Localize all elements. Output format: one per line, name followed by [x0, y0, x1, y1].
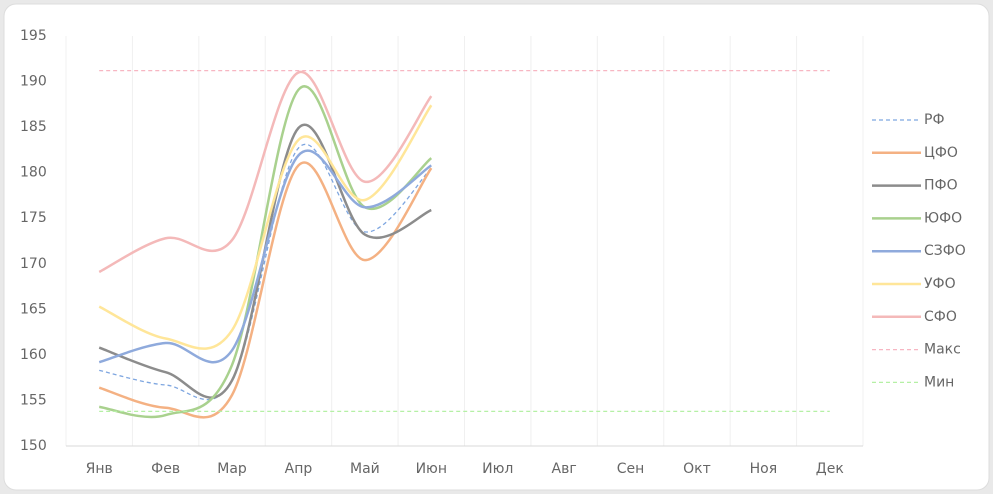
x-tick-label: Янв: [86, 461, 113, 477]
legend-label: СФО: [924, 309, 957, 325]
legend-label: СЗФО: [924, 243, 966, 259]
legend-label: ЦФО: [924, 145, 958, 161]
card: [3, 3, 990, 491]
legend-label: ПФО: [924, 178, 958, 194]
x-tick-label: Окт: [683, 461, 711, 477]
x-tick-label: Ноя: [750, 461, 778, 477]
y-tick-label: 155: [20, 392, 47, 408]
legend-label: Мин: [924, 374, 954, 390]
y-tick-label: 160: [20, 347, 47, 363]
y-tick-label: 180: [20, 165, 47, 181]
legend-label: УФО: [924, 276, 956, 292]
x-tick-label: Мар: [217, 461, 247, 477]
legend-label: ЮФО: [924, 210, 962, 226]
series-line: [98, 149, 433, 364]
y-tick-label: 190: [20, 74, 47, 90]
legend-label: РФ: [924, 112, 945, 128]
x-tick-label: Апр: [285, 461, 313, 477]
series-line: [98, 161, 433, 419]
y-tick-label: 170: [20, 256, 47, 272]
x-tick-label: Дек: [816, 461, 844, 477]
y-tick-label: 165: [20, 301, 47, 317]
x-tick-label: Май: [350, 461, 380, 477]
series-line: [98, 71, 433, 274]
y-tick-label: 175: [20, 210, 47, 226]
x-tick-label: Сен: [617, 461, 645, 477]
y-tick-label: 185: [20, 119, 47, 135]
x-tick-label: Июл: [482, 461, 513, 477]
x-tick-label: Фев: [151, 461, 180, 477]
y-tick-label: 150: [20, 438, 47, 454]
legend-label: Макс: [924, 342, 961, 358]
x-tick-label: Июн: [416, 461, 447, 477]
series-line: [98, 123, 432, 399]
x-tick-label: Авг: [552, 461, 577, 477]
series-line: [98, 104, 433, 350]
y-tick-label: 195: [20, 28, 47, 44]
